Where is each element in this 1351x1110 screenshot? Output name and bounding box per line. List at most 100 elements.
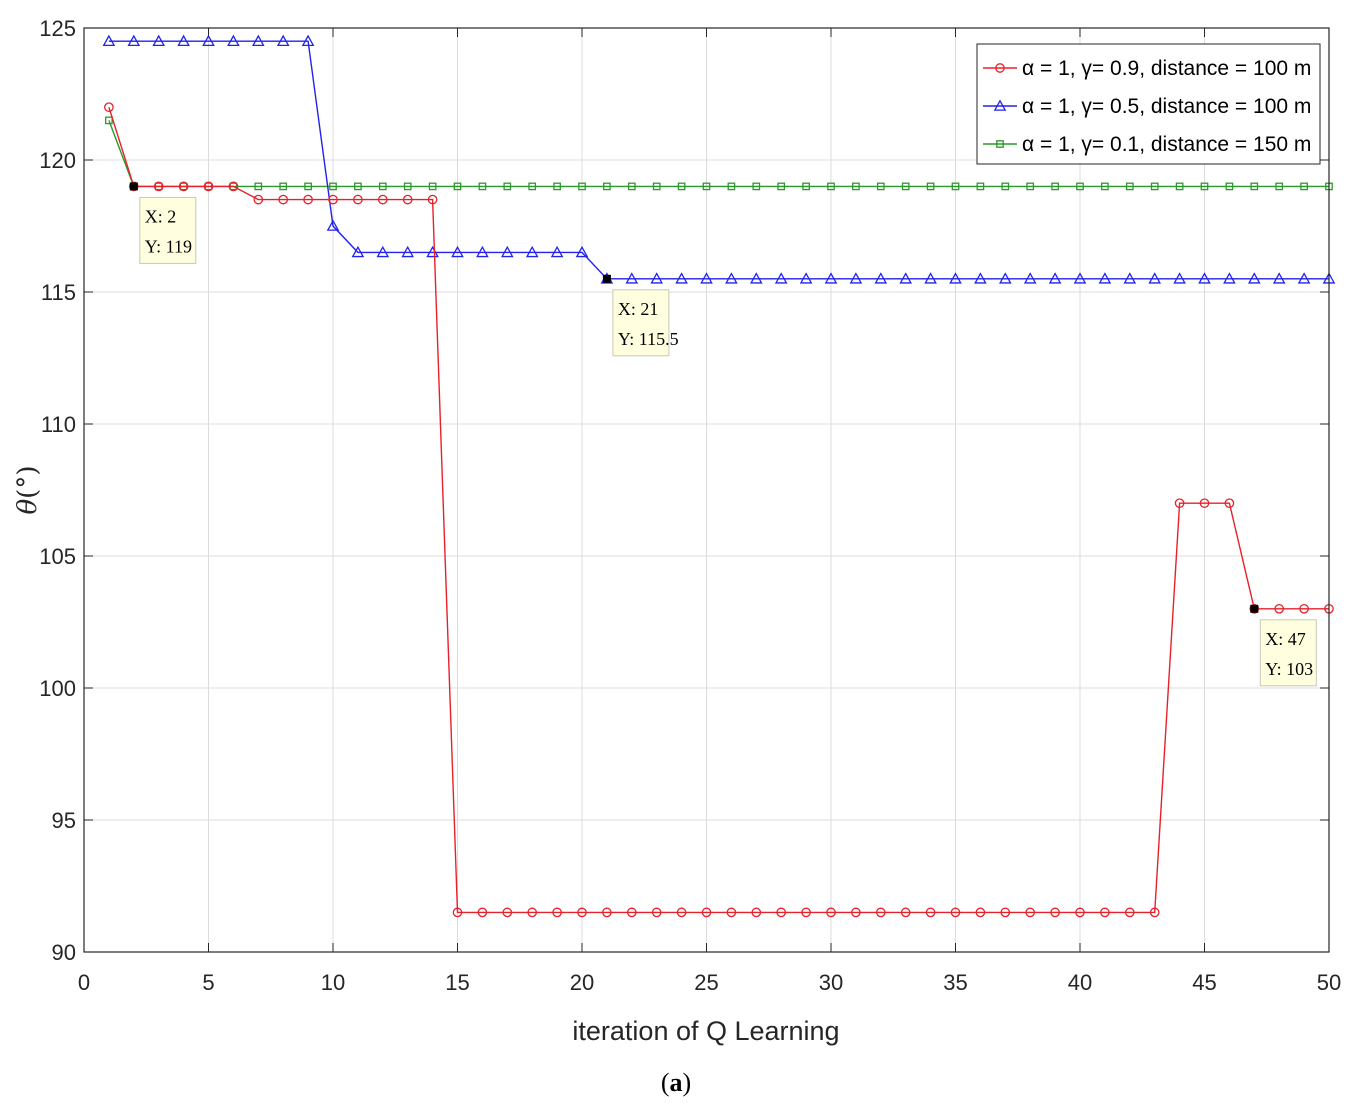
data-point [675, 272, 688, 284]
data-point [377, 194, 388, 205]
data-point [203, 181, 214, 192]
series-line [108, 120, 1329, 188]
series-group [102, 34, 1336, 918]
data-point [950, 907, 961, 918]
data-point [1199, 498, 1210, 509]
data-point [525, 245, 539, 258]
data-point [476, 245, 489, 258]
legend-entry: α = 1, γ= 0.1, distance = 150 m [983, 133, 1311, 156]
y-axis-label: θ(°) [13, 466, 43, 515]
data-point [949, 272, 962, 284]
data-point [650, 272, 664, 284]
datatip-marker [602, 274, 611, 283]
datatip-marker [129, 182, 138, 191]
y-tick-label: 115 [41, 280, 76, 305]
data-point [276, 34, 290, 47]
data-point [228, 181, 239, 192]
data-point [1149, 907, 1160, 918]
y-tick-label: 110 [41, 412, 76, 437]
x-tick-label: 5 [202, 970, 214, 995]
data-point [776, 907, 787, 918]
data-point [1249, 603, 1260, 614]
data-point [351, 245, 365, 258]
data-point [326, 219, 340, 231]
data-point [1274, 603, 1285, 614]
datatips: X: 2 Y: 119 X: 21 Y: 115.5 X: 47 Y: 103 [129, 182, 1317, 687]
data-point [1148, 272, 1162, 284]
data-point [477, 907, 488, 918]
legend-entry: α = 1, γ= 0.5, distance = 100 m [983, 95, 1311, 118]
x-tick-label: 45 [1192, 970, 1216, 995]
data-point [974, 272, 987, 284]
data-point [451, 245, 464, 258]
legend-label: α = 1, γ= 0.9, distance = 100 m [1022, 57, 1311, 80]
y-tick-label: 125 [39, 16, 76, 41]
datatip-x-label: X: 21 [618, 299, 659, 319]
data-point [428, 182, 437, 191]
data-point [227, 34, 240, 47]
y-tick-label: 100 [39, 676, 76, 701]
data-point [1001, 182, 1010, 191]
data-point [924, 272, 937, 284]
data-point [874, 272, 888, 284]
data-point [1173, 272, 1186, 284]
data-point [802, 182, 810, 191]
data-point [104, 102, 114, 113]
data-point [976, 182, 985, 191]
x-tick-label: 30 [819, 970, 843, 995]
data-point [801, 907, 811, 918]
data-point [1150, 182, 1159, 191]
data-point [578, 182, 586, 191]
legend-entry: α = 1, γ= 0.9, distance = 100 m [983, 57, 1311, 80]
datatip-box [1259, 619, 1317, 687]
data-point [527, 907, 538, 918]
datatip-y-label: Y: 115.5 [618, 329, 679, 349]
figure-caption: (a) [661, 1068, 691, 1097]
data-point [603, 182, 611, 191]
data-point [401, 245, 415, 258]
data-point [177, 34, 190, 47]
data-point [1223, 272, 1236, 284]
data-point [727, 182, 736, 191]
data-point [1075, 907, 1085, 918]
datatip-x-label: X: 2 [145, 206, 177, 226]
x-tick-label: 10 [321, 970, 345, 995]
data-point [651, 907, 662, 918]
data-point [1023, 272, 1037, 284]
data-point [799, 272, 813, 284]
series-circle [104, 102, 1334, 918]
series-triangle [102, 34, 1336, 284]
data-point [998, 272, 1012, 284]
data-point [951, 182, 960, 191]
data-point [926, 182, 935, 191]
data-point [152, 34, 166, 47]
data-point [1025, 907, 1036, 918]
y-tick-label: 105 [39, 544, 76, 569]
legend-marker [995, 63, 1005, 73]
datatip-marker [1250, 604, 1259, 613]
data-point [550, 245, 564, 258]
data-point [254, 182, 263, 191]
data-point [278, 194, 289, 205]
data-point [1174, 498, 1185, 509]
y-axis-symbol: θ [13, 498, 43, 514]
data-point [626, 907, 637, 918]
data-point [1000, 907, 1011, 918]
data-point [1250, 182, 1259, 191]
y-tick-label: 95 [52, 808, 76, 833]
data-point [875, 907, 886, 918]
datatip-y-label: Y: 103 [1265, 659, 1313, 679]
data-point [702, 182, 711, 191]
datatip-box [612, 289, 670, 357]
data-point [577, 907, 587, 918]
x-tick-label: 25 [694, 970, 718, 995]
data-point [1125, 182, 1134, 191]
y-tick-label: 90 [52, 940, 76, 965]
data-point [503, 182, 512, 191]
data-point [553, 182, 561, 191]
data-point [1272, 272, 1286, 284]
data-point [851, 907, 861, 918]
data-point [1225, 182, 1234, 191]
data-point [1198, 272, 1211, 284]
data-point [925, 907, 936, 918]
